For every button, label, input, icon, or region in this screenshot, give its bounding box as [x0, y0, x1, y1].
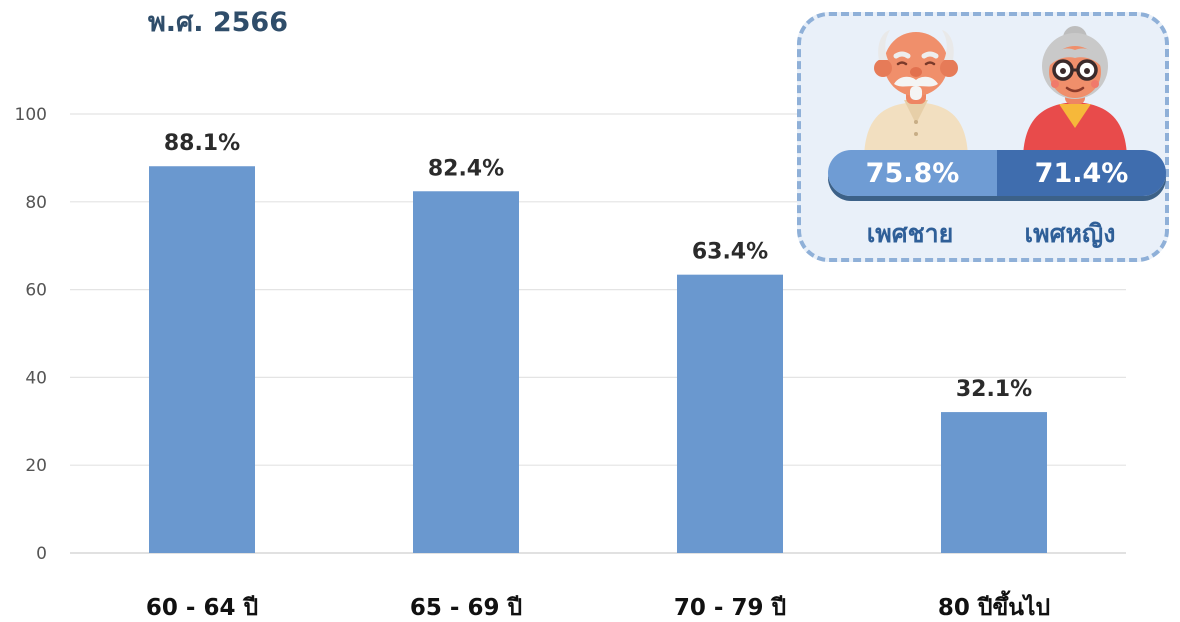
- data-label: 88.1%: [164, 131, 240, 156]
- female-percentage: 71.4%: [997, 150, 1166, 196]
- y-tick-label: 100: [15, 105, 47, 125]
- elderly-man-icon: [864, 30, 968, 156]
- gender-summary-card: 75.8% 71.4% เพศชาย เพศหญิง: [797, 12, 1169, 262]
- bar: [149, 166, 255, 553]
- bar: [413, 191, 519, 554]
- x-tick-label: 70 - 79 ปี: [674, 595, 786, 621]
- y-tick-label: 40: [25, 368, 47, 388]
- data-label: 63.4%: [692, 240, 768, 265]
- female-label: เพศหญิง: [1024, 219, 1116, 248]
- y-tick-label: 20: [25, 456, 47, 476]
- male-label: เพศชาย: [866, 219, 954, 248]
- data-label: 82.4%: [428, 156, 504, 181]
- elderly-woman-icon: [1023, 26, 1127, 156]
- x-tick-label: 60 - 64 ปี: [146, 595, 258, 621]
- male-percentage: 75.8%: [828, 150, 997, 196]
- y-tick-label: 80: [25, 193, 47, 213]
- y-tick-label: 0: [36, 544, 47, 564]
- gender-percentage-bar: 75.8% 71.4%: [828, 150, 1166, 196]
- x-tick-label: 80 ปีขึ้นไป: [938, 590, 1050, 621]
- y-tick-label: 60: [25, 281, 47, 301]
- x-tick-label: 65 - 69 ปี: [410, 595, 522, 621]
- data-label: 32.1%: [956, 377, 1032, 402]
- bar: [941, 412, 1047, 553]
- bar: [677, 274, 783, 553]
- chart-title: พ.ศ. 2566: [148, 7, 288, 38]
